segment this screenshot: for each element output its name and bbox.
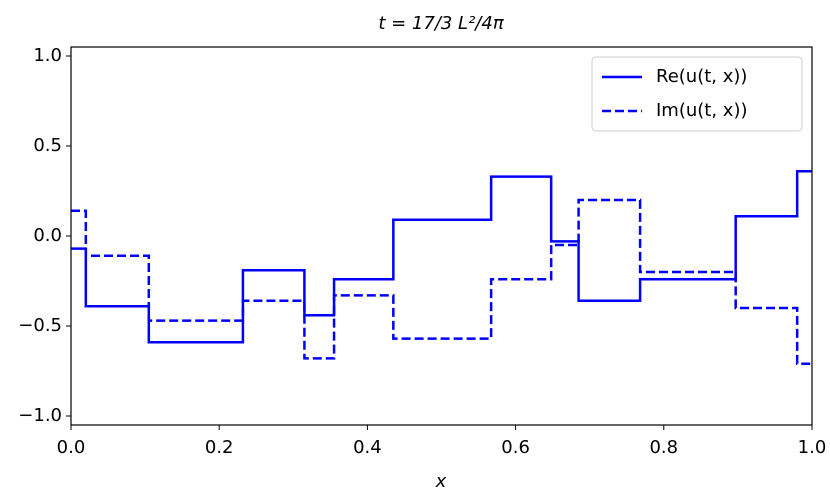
x-tick-label: 0.2 — [205, 437, 234, 458]
y-tick-label: 1.0 — [33, 45, 62, 66]
plot-frame — [70, 46, 813, 426]
data-line — [71, 198, 812, 366]
legend-label: Re(u(t, x)) — [656, 66, 747, 87]
y-tick-label: −0.5 — [18, 315, 62, 336]
x-tick-label: 0.4 — [353, 437, 382, 458]
chart-title: t = 17/3 L²/4π — [378, 13, 504, 34]
y-tick-label: 0.0 — [33, 225, 62, 246]
x-tick-label: 0.0 — [57, 437, 86, 458]
legend-box — [591, 56, 803, 132]
data-line — [71, 169, 812, 344]
x-tick-label: 0.6 — [501, 437, 530, 458]
y-tick-label: −1.0 — [18, 405, 62, 426]
legend-label: Im(u(t, x)) — [656, 100, 748, 121]
x-tick-label: 0.8 — [649, 437, 678, 458]
y-tick-label: 0.5 — [33, 135, 62, 156]
x-tick-label: 1.0 — [798, 437, 827, 458]
x-axis-label: x — [435, 471, 447, 492]
